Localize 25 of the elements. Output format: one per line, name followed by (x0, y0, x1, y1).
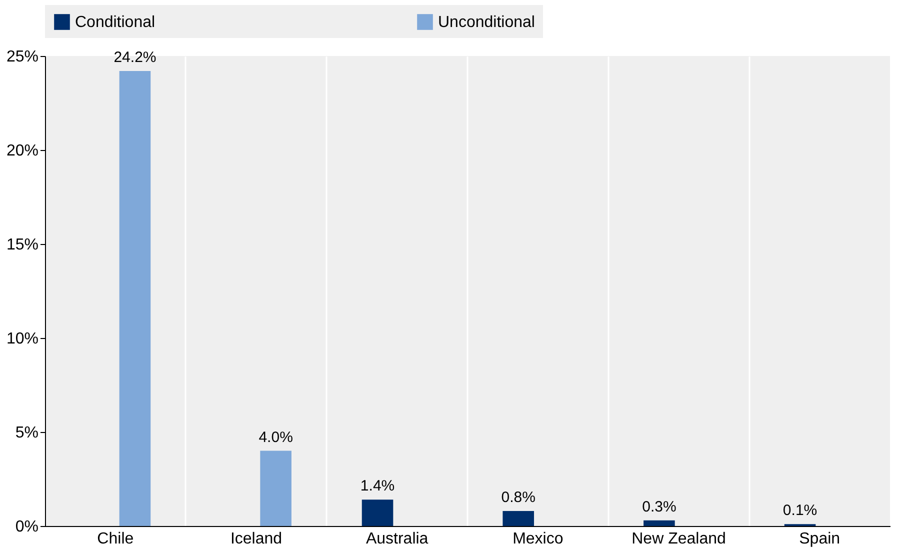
bar (362, 500, 394, 526)
y-tick-label: 0% (15, 518, 38, 536)
data-label: 4.0% (258, 428, 293, 446)
x-tick-label: New Zealand (632, 530, 726, 548)
legend-label: Conditional (75, 14, 156, 31)
bar (502, 510, 534, 526)
data-label: 1.4% (360, 478, 395, 495)
y-tick-label: 5% (15, 424, 38, 442)
y-tick-label: 20% (6, 142, 38, 160)
data-label: 0.1% (782, 502, 818, 520)
x-tick-label: Spain (799, 530, 840, 548)
bar (644, 520, 675, 526)
data-label: 24.2% (114, 49, 156, 66)
legend-label: Unconditional (438, 14, 535, 31)
data-label: 0.3% (642, 498, 676, 516)
x-tick-label: Iceland (230, 530, 282, 548)
x-tick-label: Australia (366, 530, 428, 548)
x-tick-label: Chile (97, 530, 134, 548)
y-tick-label: 10% (6, 330, 38, 348)
bar (119, 71, 151, 526)
data-label: 0.8% (501, 488, 536, 506)
y-tick-label: 25% (6, 48, 38, 66)
bar (260, 450, 292, 526)
x-tick-label: Mexico (512, 530, 564, 548)
y-tick-label: 15% (6, 236, 38, 254)
